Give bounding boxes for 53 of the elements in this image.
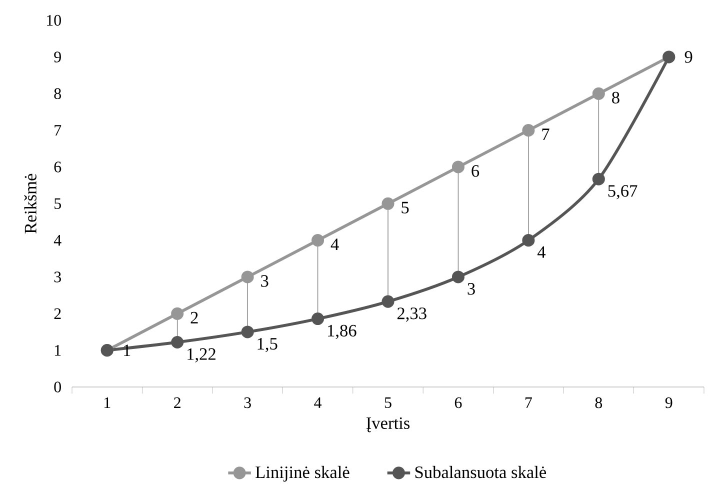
y-tick-label: 10 bbox=[47, 14, 61, 26]
x-tick-label: 6 bbox=[454, 397, 462, 408]
point bbox=[241, 326, 254, 338]
point bbox=[241, 270, 254, 284]
point bbox=[592, 172, 605, 186]
y-tick-label: 3 bbox=[54, 272, 61, 282]
data-label: 4 bbox=[330, 238, 339, 250]
x-tick-label: 4 bbox=[314, 397, 322, 408]
point bbox=[522, 124, 535, 137]
point bbox=[171, 336, 184, 349]
x-tick-label: 8 bbox=[595, 397, 602, 408]
point bbox=[522, 234, 535, 247]
x-tick-label: 7 bbox=[525, 397, 532, 408]
legend-label: Linijinė skalė bbox=[256, 466, 350, 482]
data-label: 1,22 bbox=[188, 348, 216, 362]
data-label: 4 bbox=[537, 246, 546, 258]
x-tick-label: 1 bbox=[104, 397, 110, 408]
x-tick-label: 5 bbox=[384, 397, 392, 408]
y-tick-label: 7 bbox=[54, 125, 62, 136]
point bbox=[171, 307, 184, 320]
data-label: 2 bbox=[190, 312, 198, 324]
y-tick-label: 1 bbox=[55, 345, 61, 356]
data-label: 3 bbox=[261, 275, 268, 287]
point bbox=[312, 312, 324, 326]
data-label: 6 bbox=[472, 165, 480, 177]
data-label: 2,33 bbox=[397, 308, 426, 322]
data-label: 1,5 bbox=[258, 338, 278, 352]
point bbox=[382, 295, 394, 308]
y-tick-label: 8 bbox=[54, 88, 61, 100]
data-label: 1,86 bbox=[328, 324, 356, 340]
x-axis-title: Įvertis bbox=[366, 417, 410, 432]
point bbox=[382, 197, 394, 210]
data-label: 7 bbox=[542, 128, 550, 140]
data-label: 3 bbox=[468, 283, 475, 295]
point bbox=[312, 234, 324, 247]
point bbox=[592, 87, 605, 100]
y-tick-label: 5 bbox=[54, 198, 61, 209]
point bbox=[452, 160, 464, 174]
legend-label: Subalansuota skalė bbox=[415, 466, 546, 478]
x-tick-label: 9 bbox=[665, 397, 672, 408]
x-tick-label: 3 bbox=[244, 397, 251, 408]
data-label: 5 bbox=[402, 202, 409, 214]
data-label: 8 bbox=[612, 92, 620, 104]
y-tick-label: 4 bbox=[54, 235, 62, 246]
y-tick-label: 0 bbox=[54, 382, 61, 392]
y-axis-title: Reikšmė bbox=[24, 174, 36, 234]
y-tick-label: 2 bbox=[54, 308, 61, 319]
data-label: 9 bbox=[684, 51, 692, 63]
y-tick-label: 9 bbox=[54, 52, 61, 62]
point bbox=[452, 270, 464, 284]
data-label: 5,67 bbox=[608, 185, 638, 200]
y-tick-label: 6 bbox=[54, 162, 62, 172]
x-tick-label: 2 bbox=[174, 397, 180, 408]
